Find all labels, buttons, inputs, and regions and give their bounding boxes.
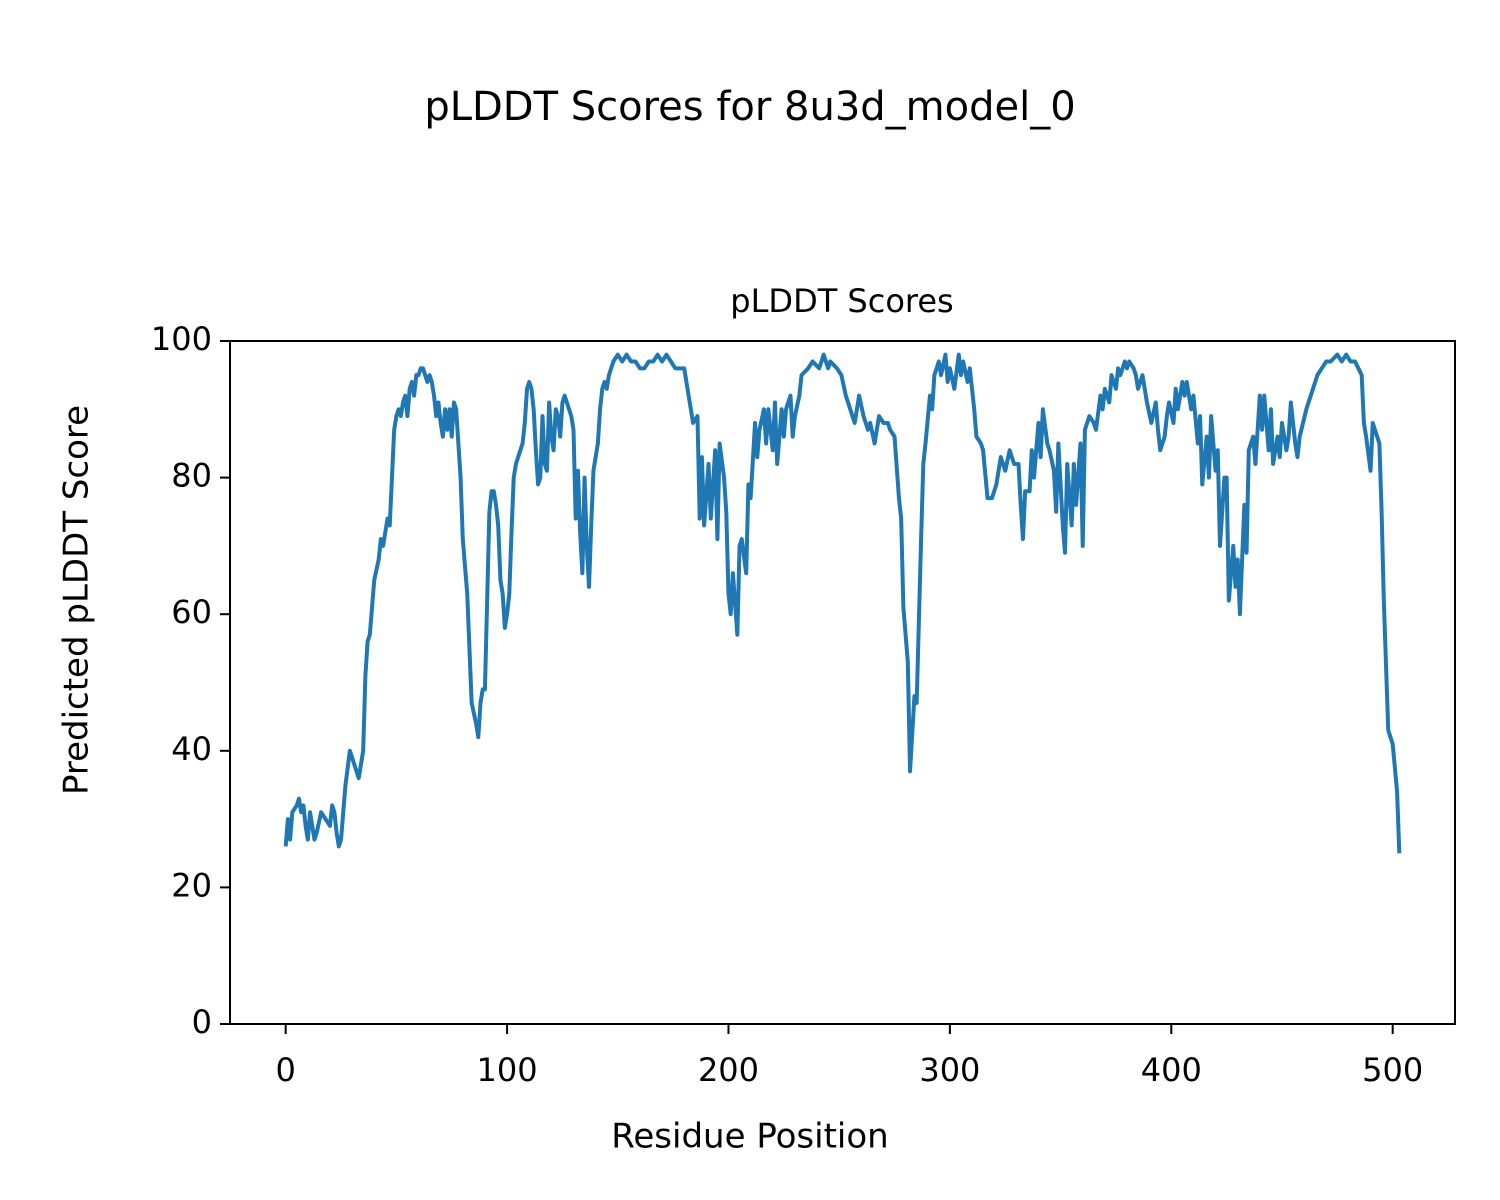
y-tick-label: 20 (171, 866, 212, 904)
x-tick-label: 200 (698, 1051, 759, 1089)
y-tick-label: 60 (171, 593, 212, 631)
y-axis-label: Predicted pLDDT Score (57, 405, 97, 795)
y-tick-label: 80 (171, 457, 212, 495)
x-axis-label: Residue Position (611, 1117, 888, 1157)
x-tick-label: 300 (919, 1051, 980, 1089)
y-tick-label: 0 (192, 1003, 212, 1041)
x-tick-label: 500 (1362, 1051, 1423, 1089)
data-line (283, 352, 1402, 854)
x-tick-label: 100 (477, 1051, 538, 1089)
x-tick-label: 400 (1141, 1051, 1202, 1089)
axes-frame (229, 340, 1456, 1025)
chart-title: pLDDT Scores for 8u3d_model_0 (424, 84, 1075, 130)
y-tick-label: 100 (151, 320, 212, 358)
x-tick-label: 0 (276, 1051, 296, 1089)
y-tick-label: 40 (171, 730, 212, 768)
axes-title: pLDDT Scores (730, 282, 953, 320)
